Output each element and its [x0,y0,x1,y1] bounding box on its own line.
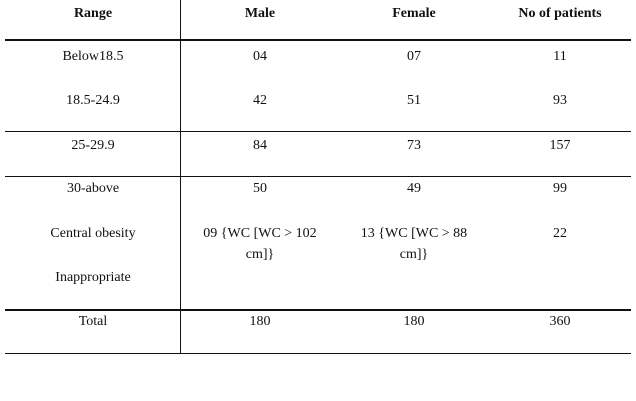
total-row-label: Total [78,314,108,329]
total-cell: 11 [553,49,567,64]
header-no-of-patients: No of patients [518,6,602,21]
header-male: Male [244,6,276,21]
row-divider [5,131,631,132]
range-cell: Below18.5 [62,49,124,64]
female-cell: 73 [407,138,421,153]
row-divider [5,176,631,177]
female-cell: 07 [407,49,421,64]
header-rule [5,39,631,41]
range-cell: 18.5-24.9 [66,93,120,108]
female-cell: 51 [407,93,421,108]
total-cell: 22 [553,226,567,241]
total-cell: 157 [549,138,571,153]
male-cell: 09 {WC [WC > 102 [203,226,317,241]
female-total: 180 [403,314,425,329]
range-cell: Central obesity [50,226,136,241]
male-cell: 04 [253,49,267,64]
range-cell: 25-29.9 [71,138,115,153]
grand-total: 360 [549,314,571,329]
range-cell: Inappropriate [55,270,131,285]
header-female: Female [392,6,436,21]
total-cell: 99 [553,181,567,196]
total-rule [5,309,631,311]
column-divider [180,0,181,354]
range-cell: 30-above [66,181,120,196]
female-cell-continued: cm]} [399,247,429,262]
header-range: Range [73,6,113,21]
female-cell: 13 {WC [WC > 88 [360,226,468,241]
total-cell: 93 [553,93,567,108]
male-total: 180 [249,314,271,329]
male-cell: 50 [253,181,267,196]
female-cell: 49 [407,181,421,196]
male-cell-continued: cm]} [245,247,275,262]
bottom-rule [5,353,631,354]
male-cell: 84 [253,138,267,153]
male-cell: 42 [253,93,267,108]
bmi-distribution-table: Range Male Female No of patients Below18… [5,0,631,354]
